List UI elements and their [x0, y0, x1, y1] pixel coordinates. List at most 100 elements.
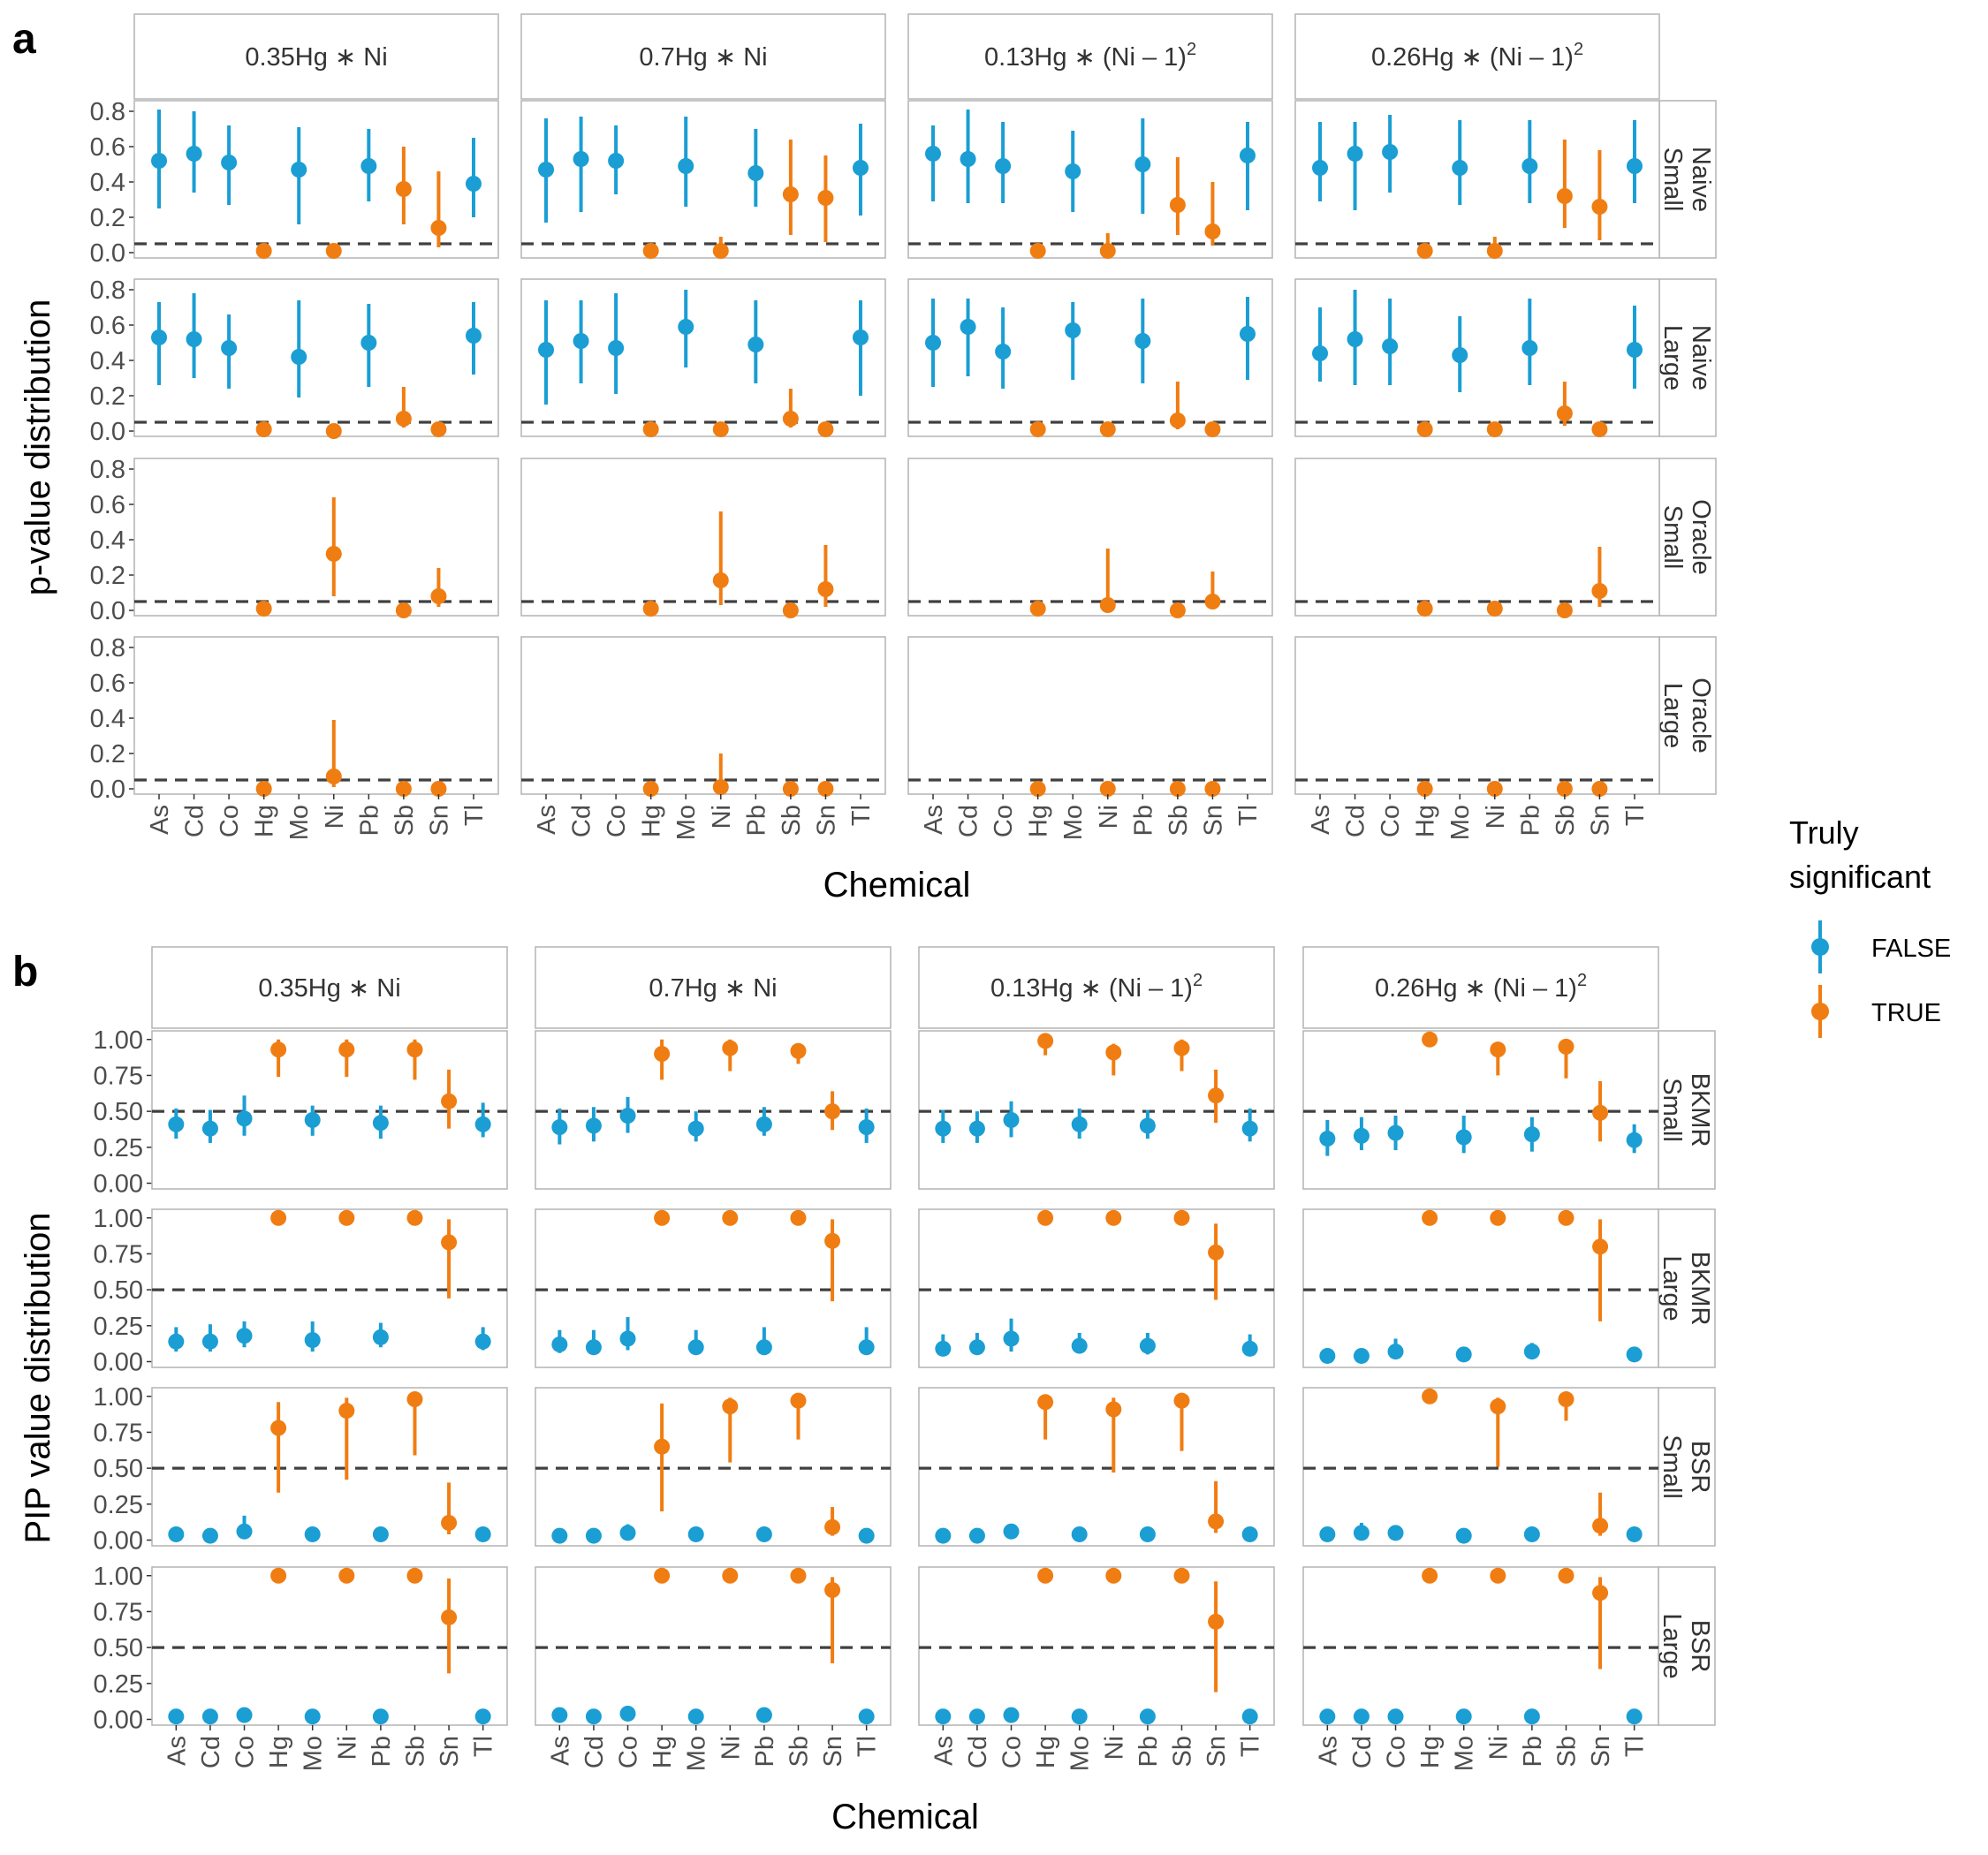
point-Hg: [255, 421, 272, 437]
facet-panel: [1294, 278, 1660, 437]
point-As: [151, 329, 168, 345]
point-Pb: [372, 1708, 389, 1725]
x-tick-label: As: [146, 805, 174, 835]
legend-key-point: [1811, 1003, 1829, 1020]
point-Cd: [573, 151, 589, 167]
point-Mo: [1452, 160, 1468, 176]
point-Tl: [1239, 148, 1256, 163]
point-As: [168, 1708, 185, 1725]
legend-label: FALSE: [1871, 935, 1951, 963]
x-tick-label: Pb: [1519, 1736, 1547, 1767]
point-Tl: [858, 1527, 875, 1544]
legend-title-line: Truly: [1789, 814, 1859, 851]
facet-strip-label: 0.26Hg ∗ (Ni – 1)2: [1375, 971, 1587, 1003]
point-Mo: [1455, 1527, 1472, 1544]
facet-panel: [151, 1030, 508, 1190]
x-tick-label: Cd: [568, 805, 596, 837]
point-Co: [619, 1525, 636, 1541]
point-Hg: [1037, 1567, 1054, 1584]
point-Sb: [1558, 1391, 1574, 1408]
y-tick-label: 0.0: [90, 239, 125, 268]
point-Sb: [1169, 413, 1186, 428]
x-tick-label: Sb: [1168, 1736, 1196, 1767]
point-As: [551, 1336, 568, 1352]
x-tick-label-group: As: [163, 1736, 191, 1766]
facet-panel: [918, 1030, 1275, 1190]
x-tick-label-group: Pb: [751, 1736, 779, 1767]
point-Cd: [1353, 1708, 1370, 1725]
row-facet-line: Small: [1658, 148, 1687, 212]
point-Ni: [1105, 1401, 1122, 1418]
point-Cd: [1347, 146, 1363, 162]
point-Sb: [1169, 602, 1186, 618]
y-tick-label: 0.0: [90, 418, 125, 446]
point-Sb: [1169, 197, 1186, 213]
point-Hg: [1416, 421, 1433, 437]
point-Cd: [968, 1527, 985, 1544]
x-tick-label-group: Co: [998, 1736, 1027, 1768]
point-Tl: [474, 1708, 491, 1725]
y-tick-label: 0.0: [90, 776, 125, 804]
facet-strip-row: [1658, 636, 1717, 795]
point-Ni: [338, 1567, 355, 1584]
point-Mo: [678, 158, 694, 174]
x-tick-label-group: Sn: [1586, 805, 1614, 836]
point-Co: [619, 1705, 636, 1722]
x-tick-label: Pb: [751, 1736, 779, 1767]
facet-strip-label: 0.35Hg ∗ Ni: [245, 43, 387, 72]
point-Pb: [372, 1329, 389, 1345]
x-tick-label: Sb: [785, 1736, 813, 1767]
point-As: [538, 162, 555, 178]
y-tick-label: 0.50: [94, 1634, 143, 1662]
point-Tl: [474, 1116, 491, 1132]
point-Ni: [325, 546, 342, 562]
x-tick-label-group: Sb: [401, 1736, 429, 1767]
point-Ni: [1099, 781, 1116, 797]
point-Tl: [1626, 1708, 1643, 1725]
point-Hg: [1037, 1209, 1054, 1226]
point-Mo: [1071, 1708, 1088, 1725]
x-tick-label: Sn: [1587, 1736, 1615, 1767]
point-Sb: [395, 411, 412, 427]
point-Cd: [201, 1120, 218, 1137]
point-Mo: [687, 1708, 704, 1725]
x-tick-label: Tl: [1234, 805, 1263, 826]
point-Mo: [1455, 1708, 1472, 1725]
point-Hg: [642, 421, 659, 437]
point-Hg: [1029, 601, 1046, 617]
x-tick-label: Ni: [1100, 1736, 1128, 1760]
x-tick-label-group: Mo: [1451, 1736, 1479, 1771]
x-tick-label-group: Hg: [649, 1736, 677, 1768]
y-tick-label: 0.4: [90, 705, 125, 733]
point-Ni: [712, 779, 729, 795]
x-tick-label: Pb: [1516, 805, 1544, 836]
x-tick-label-group: Mo: [1059, 805, 1088, 840]
y-tick-label: 0.00: [94, 1526, 143, 1555]
point-Sn: [1208, 1613, 1225, 1630]
point-Co: [1003, 1523, 1020, 1540]
point-Co: [236, 1110, 253, 1127]
x-tick-label: Pb: [368, 1736, 396, 1767]
point-Hg: [255, 781, 272, 797]
point-Pb: [1134, 156, 1151, 172]
y-tick-label: 0.75: [94, 1240, 143, 1268]
y-tick-label: 0.2: [90, 382, 125, 411]
point-Hg: [255, 601, 272, 617]
point-Tl: [852, 160, 869, 176]
x-tick-label-group: Pb: [1129, 805, 1157, 836]
x-tick-label: Hg: [251, 805, 279, 837]
point-Hg: [654, 1046, 671, 1063]
x-tick-label: Ni: [708, 805, 736, 829]
y-tick-label: 0.8: [90, 276, 125, 305]
y-tick-label: 1.00: [94, 1205, 143, 1233]
point-As: [935, 1708, 952, 1725]
point-Mo: [1071, 1116, 1088, 1132]
point-Cd: [960, 151, 976, 167]
x-tick-label-group: Sb: [391, 805, 419, 836]
x-tick-label-group: Co: [603, 805, 631, 837]
facet-panel: [1294, 100, 1660, 259]
x-tick-label: Hg: [1412, 805, 1440, 837]
point-Sb: [406, 1041, 423, 1058]
x-tick-label-group: Tl: [1621, 1736, 1650, 1757]
